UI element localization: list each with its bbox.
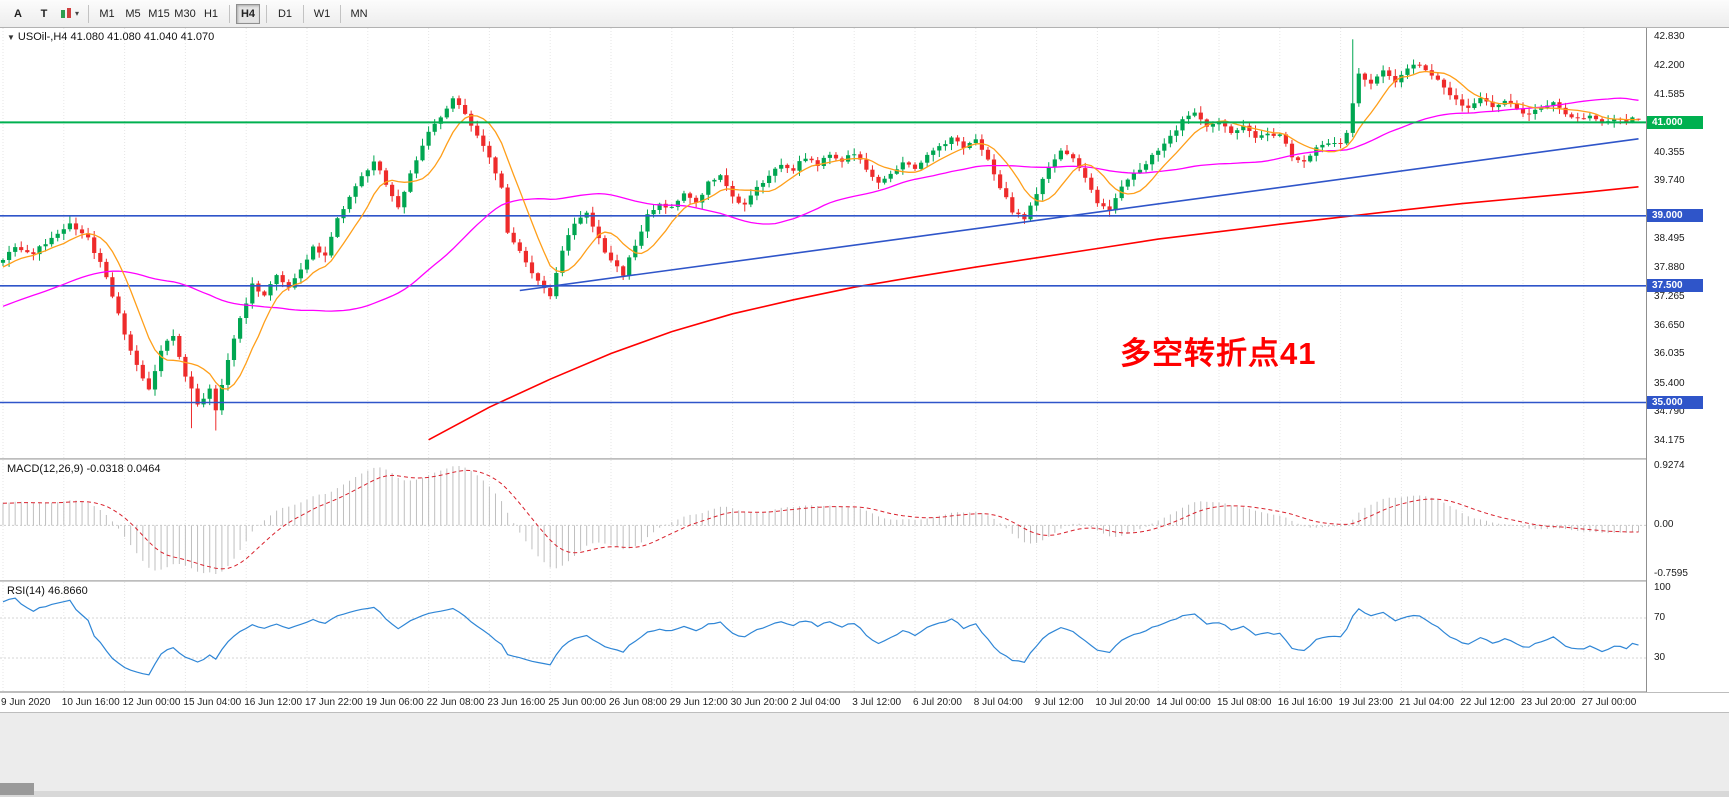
- price-tag-41.000: 41.000: [1647, 115, 1703, 129]
- panel-divider-bottom: [0, 691, 1729, 692]
- bottom-area: [0, 712, 1729, 797]
- time-label: 27 Jul 00:00: [1581, 697, 1637, 708]
- main-toolbar: A T ▾ M1 M5 M15 M30 H1 H4 D1 W1 MN: [0, 0, 1729, 28]
- time-label: 23 Jul 20:00: [1521, 697, 1576, 708]
- time-label: 9 Jul 12:00: [1034, 697, 1084, 708]
- timeframe-group: M1 M5 M15 M30 H1 H4 D1 W1 MN: [94, 3, 372, 24]
- price-tick-label: 34.790: [1654, 406, 1685, 418]
- time-label: 14 Jul 00:00: [1156, 697, 1211, 708]
- price-tick-label: 30: [1654, 652, 1666, 663]
- price-tick-label: 37.265: [1654, 290, 1685, 302]
- price-tick-label: 41.585: [1654, 89, 1685, 101]
- price-tick-label: 34.175: [1654, 435, 1685, 446]
- time-label: 22 Jul 12:00: [1460, 697, 1515, 708]
- corner-fragment: [0, 783, 34, 795]
- chart-window: ▼ USOil-,H4 41.080 41.080 41.040 41.070 多…: [0, 28, 1729, 712]
- time-label: 22 Jun 08:00: [426, 697, 485, 708]
- timeframe-button-h4[interactable]: H4: [236, 3, 260, 24]
- objects-dropdown-button[interactable]: ▾: [58, 4, 82, 24]
- price-tick-label: 39.740: [1654, 175, 1685, 187]
- price-tick-label: 36.035: [1654, 348, 1685, 360]
- time-label: 26 Jun 08:00: [609, 697, 667, 708]
- ohlc-text: USOil-,H4 41.080 41.080 41.040 41.070: [17, 31, 215, 43]
- chart-objects-icon: [60, 8, 72, 19]
- time-label: 15 Jul 08:00: [1217, 697, 1272, 708]
- timeframe-button-m1[interactable]: M1: [95, 4, 119, 24]
- time-label: 10 Jun 16:00: [61, 697, 120, 708]
- price-tick-label: 37.880: [1654, 262, 1685, 274]
- toolbar-separator: [340, 4, 341, 23]
- time-label: 15 Jun 04:00: [183, 697, 242, 708]
- time-label: 9 Jun 2020: [1, 697, 51, 708]
- time-label: 25 Jun 00:00: [548, 697, 607, 708]
- price-tag-37.500: 37.500: [1647, 279, 1703, 293]
- timeframe-button-m30[interactable]: M30: [173, 4, 197, 24]
- price-tick-label: 40.355: [1654, 146, 1685, 158]
- text-tool-button[interactable]: T: [32, 4, 56, 24]
- price-tick-label: 42.200: [1654, 60, 1685, 72]
- time-label: 19 Jun 06:00: [365, 697, 424, 708]
- rsi-panel: RSI(14) 46.8660: [0, 582, 1729, 691]
- time-label: 23 Jun 16:00: [487, 697, 546, 708]
- chart-ohlc-header: ▼ USOil-,H4 41.080 41.080 41.040 41.070: [7, 31, 214, 43]
- time-label: 29 Jun 12:00: [669, 697, 728, 708]
- toolbar-separator: [266, 4, 267, 23]
- timeframe-button-m15[interactable]: M15: [147, 4, 171, 24]
- macd-header: MACD(12,26,9) -0.0318 0.0464: [7, 463, 161, 475]
- time-label: 17 Jun 22:00: [305, 697, 363, 708]
- timeframe-button-w1[interactable]: W1: [310, 4, 334, 24]
- chart-annotation-text: 多空转折点41: [1120, 336, 1317, 371]
- toolbar-separator: [88, 4, 89, 23]
- time-label: 3 Jul 12:00: [852, 697, 902, 708]
- time-label: 19 Jul 23:00: [1338, 697, 1394, 708]
- time-label: 10 Jul 20:00: [1095, 697, 1150, 708]
- price-tick-label: 36.650: [1654, 319, 1685, 331]
- price-tick-label: -0.7595: [1654, 568, 1688, 579]
- cursor-tool-button[interactable]: A: [6, 4, 30, 24]
- time-label: 8 Jul 04:00: [973, 697, 1023, 708]
- timeframe-button-m5[interactable]: M5: [121, 4, 145, 24]
- price-tick-label: 0.9274: [1654, 460, 1685, 471]
- price-tick-label: 70: [1654, 612, 1666, 623]
- panel-divider[interactable]: [0, 580, 1729, 582]
- price-tick-label: 0.00: [1654, 519, 1674, 531]
- price-tag-35.000: 35.000: [1647, 396, 1703, 409]
- time-label: 16 Jul 16:00: [1277, 697, 1333, 708]
- footer-strip: [0, 791, 1729, 797]
- time-axis[interactable]: 9 Jun 2020 10 Jun 16:00 12 Jun 00:00 15 Jun…: [0, 692, 1729, 712]
- price-scale[interactable]: 42.830 42.200 41.585 40.355 39.740 38.495 37.8…: [1646, 28, 1729, 692]
- price-tick-label: 35.400: [1654, 377, 1685, 389]
- price-tick-label: 42.830: [1654, 31, 1685, 42]
- macd-canvas[interactable]: [0, 460, 1646, 580]
- toolbar-separator: [303, 4, 304, 23]
- chevron-down-icon: ▾: [74, 9, 79, 18]
- time-label: 21 Jul 04:00: [1399, 697, 1454, 708]
- timeframe-button-mn[interactable]: MN: [347, 4, 371, 24]
- timeframe-button-d1[interactable]: D1: [273, 4, 297, 24]
- price-chart-canvas[interactable]: [0, 28, 1646, 458]
- toolbar-separator: [229, 4, 230, 23]
- rsi-header: RSI(14) 46.8660: [7, 585, 88, 597]
- time-label: 16 Jun 12:00: [244, 697, 303, 708]
- time-label: 12 Jun 00:00: [122, 697, 181, 708]
- price-tick-label: 100: [1654, 582, 1671, 593]
- price-tick-label: 38.495: [1654, 233, 1685, 245]
- price-panel: ▼ USOil-,H4 41.080 41.080 41.040 41.070 多…: [0, 28, 1729, 458]
- rsi-canvas[interactable]: [0, 582, 1646, 691]
- time-label: 2 Jul 04:00: [791, 697, 841, 708]
- time-label: 6 Jul 20:00: [913, 697, 962, 708]
- time-label: 30 Jun 20:00: [730, 697, 789, 708]
- panel-divider[interactable]: [0, 458, 1729, 460]
- macd-panel: MACD(12,26,9) -0.0318 0.0464: [0, 460, 1729, 580]
- price-tag-39.000: 39.000: [1647, 209, 1703, 223]
- symbol-dropdown-icon[interactable]: ▼: [7, 33, 15, 42]
- timeframe-button-h1[interactable]: H1: [199, 4, 223, 24]
